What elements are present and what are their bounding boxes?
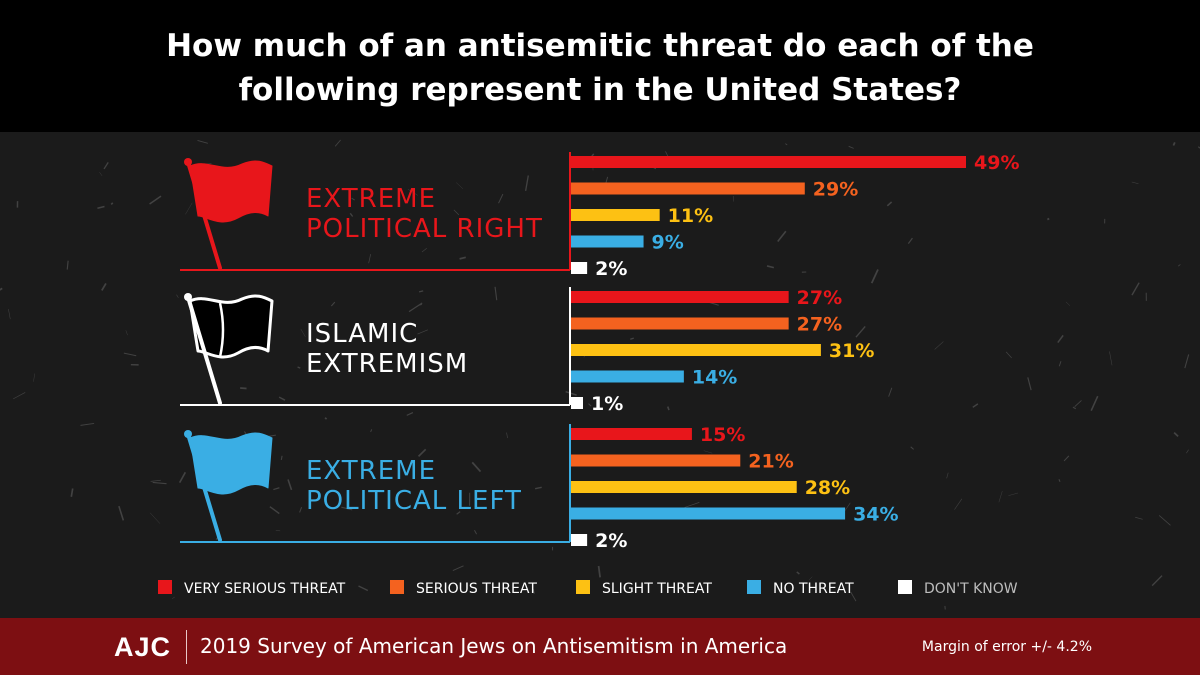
- data-label: 14%: [692, 367, 737, 389]
- bar-don-t-know: [571, 534, 588, 546]
- data-label: 2%: [595, 530, 627, 552]
- category-label-line-1: ISLAMIC: [306, 319, 418, 349]
- red-flag-icon: [184, 158, 273, 270]
- data-label: 27%: [797, 287, 842, 309]
- legend-label: SLIGHT THREAT: [602, 581, 712, 597]
- bar-very-serious-threat: [571, 291, 789, 303]
- bar-slight-threat: [571, 344, 821, 356]
- bar-slight-threat: [571, 481, 797, 493]
- bar-very-serious-threat: [571, 428, 692, 440]
- legend-swatch: [158, 580, 172, 594]
- bar-no-threat: [571, 235, 644, 248]
- category-label-line-2: POLITICAL LEFT: [306, 486, 522, 516]
- legend-swatch: [390, 580, 404, 594]
- bar-slight-threat: [571, 209, 660, 221]
- legend-item: NO THREAT: [747, 580, 854, 597]
- legend: VERY SERIOUS THREAT SERIOUS THREAT SLIGHT …: [158, 580, 1018, 597]
- bar-very-serious-threat: [571, 156, 966, 168]
- survey-subtitle: 2019 Survey of American Jews on Antisemi…: [200, 634, 788, 658]
- legend-label: SERIOUS THREAT: [416, 581, 537, 597]
- legend-label: VERY SERIOUS THREAT: [184, 581, 346, 597]
- bar-serious-threat: [571, 317, 789, 330]
- chart-title: How much of an antisemitic threat do eac…: [0, 24, 1200, 112]
- data-label: 28%: [805, 477, 850, 499]
- background-texture: [0, 139, 1200, 610]
- category-label-line-1: EXTREME: [306, 456, 436, 486]
- data-label: 11%: [668, 205, 713, 227]
- chart-title-line-2: following represent in the United States…: [238, 72, 962, 108]
- header-bar: How much of an antisemitic threat do eac…: [0, 0, 1200, 132]
- legend-item: SERIOUS THREAT: [390, 580, 537, 597]
- legend-label: DON'T KNOW: [924, 581, 1018, 597]
- footer-bar: AJC 2019 Survey of American Jews on Anti…: [0, 618, 1200, 675]
- category-label-line-1: EXTREME: [306, 184, 436, 214]
- bar-no-threat: [571, 507, 846, 520]
- data-label: 29%: [813, 179, 858, 201]
- data-label: 34%: [853, 504, 898, 526]
- bar-no-threat: [571, 370, 684, 383]
- bar-serious-threat: [571, 454, 741, 467]
- chart-title-line-1: How much of an antisemitic threat do eac…: [166, 28, 1034, 64]
- bar-don-t-know: [571, 397, 583, 409]
- legend-swatch: [576, 580, 590, 594]
- category-label-line-2: POLITICAL RIGHT: [306, 214, 543, 244]
- bar-don-t-know: [571, 262, 588, 274]
- data-label: 31%: [829, 340, 874, 362]
- legend-swatch: [747, 580, 761, 594]
- black-flag-icon: [184, 293, 274, 405]
- margin-of-error: Margin of error +/- 4.2%: [921, 639, 1092, 655]
- data-label: 21%: [748, 451, 793, 473]
- legend-swatch: [898, 580, 912, 594]
- legend-item: DON'T KNOW: [898, 580, 1018, 597]
- data-label: 49%: [974, 152, 1019, 174]
- footer-divider: [186, 630, 187, 664]
- data-label: 27%: [797, 314, 842, 336]
- bar-serious-threat: [571, 182, 805, 195]
- category-label-line-2: EXTREMISM: [306, 349, 468, 379]
- legend-item: VERY SERIOUS THREAT: [158, 580, 346, 597]
- blue-flag-icon: [184, 430, 273, 542]
- data-label: 15%: [700, 424, 745, 446]
- legend-label: NO THREAT: [773, 581, 854, 597]
- data-label: 2%: [595, 258, 627, 280]
- legend-item: SLIGHT THREAT: [576, 580, 712, 597]
- data-label: 9%: [652, 232, 684, 254]
- data-label: 1%: [591, 393, 623, 415]
- ajc-logo: AJC: [114, 632, 172, 662]
